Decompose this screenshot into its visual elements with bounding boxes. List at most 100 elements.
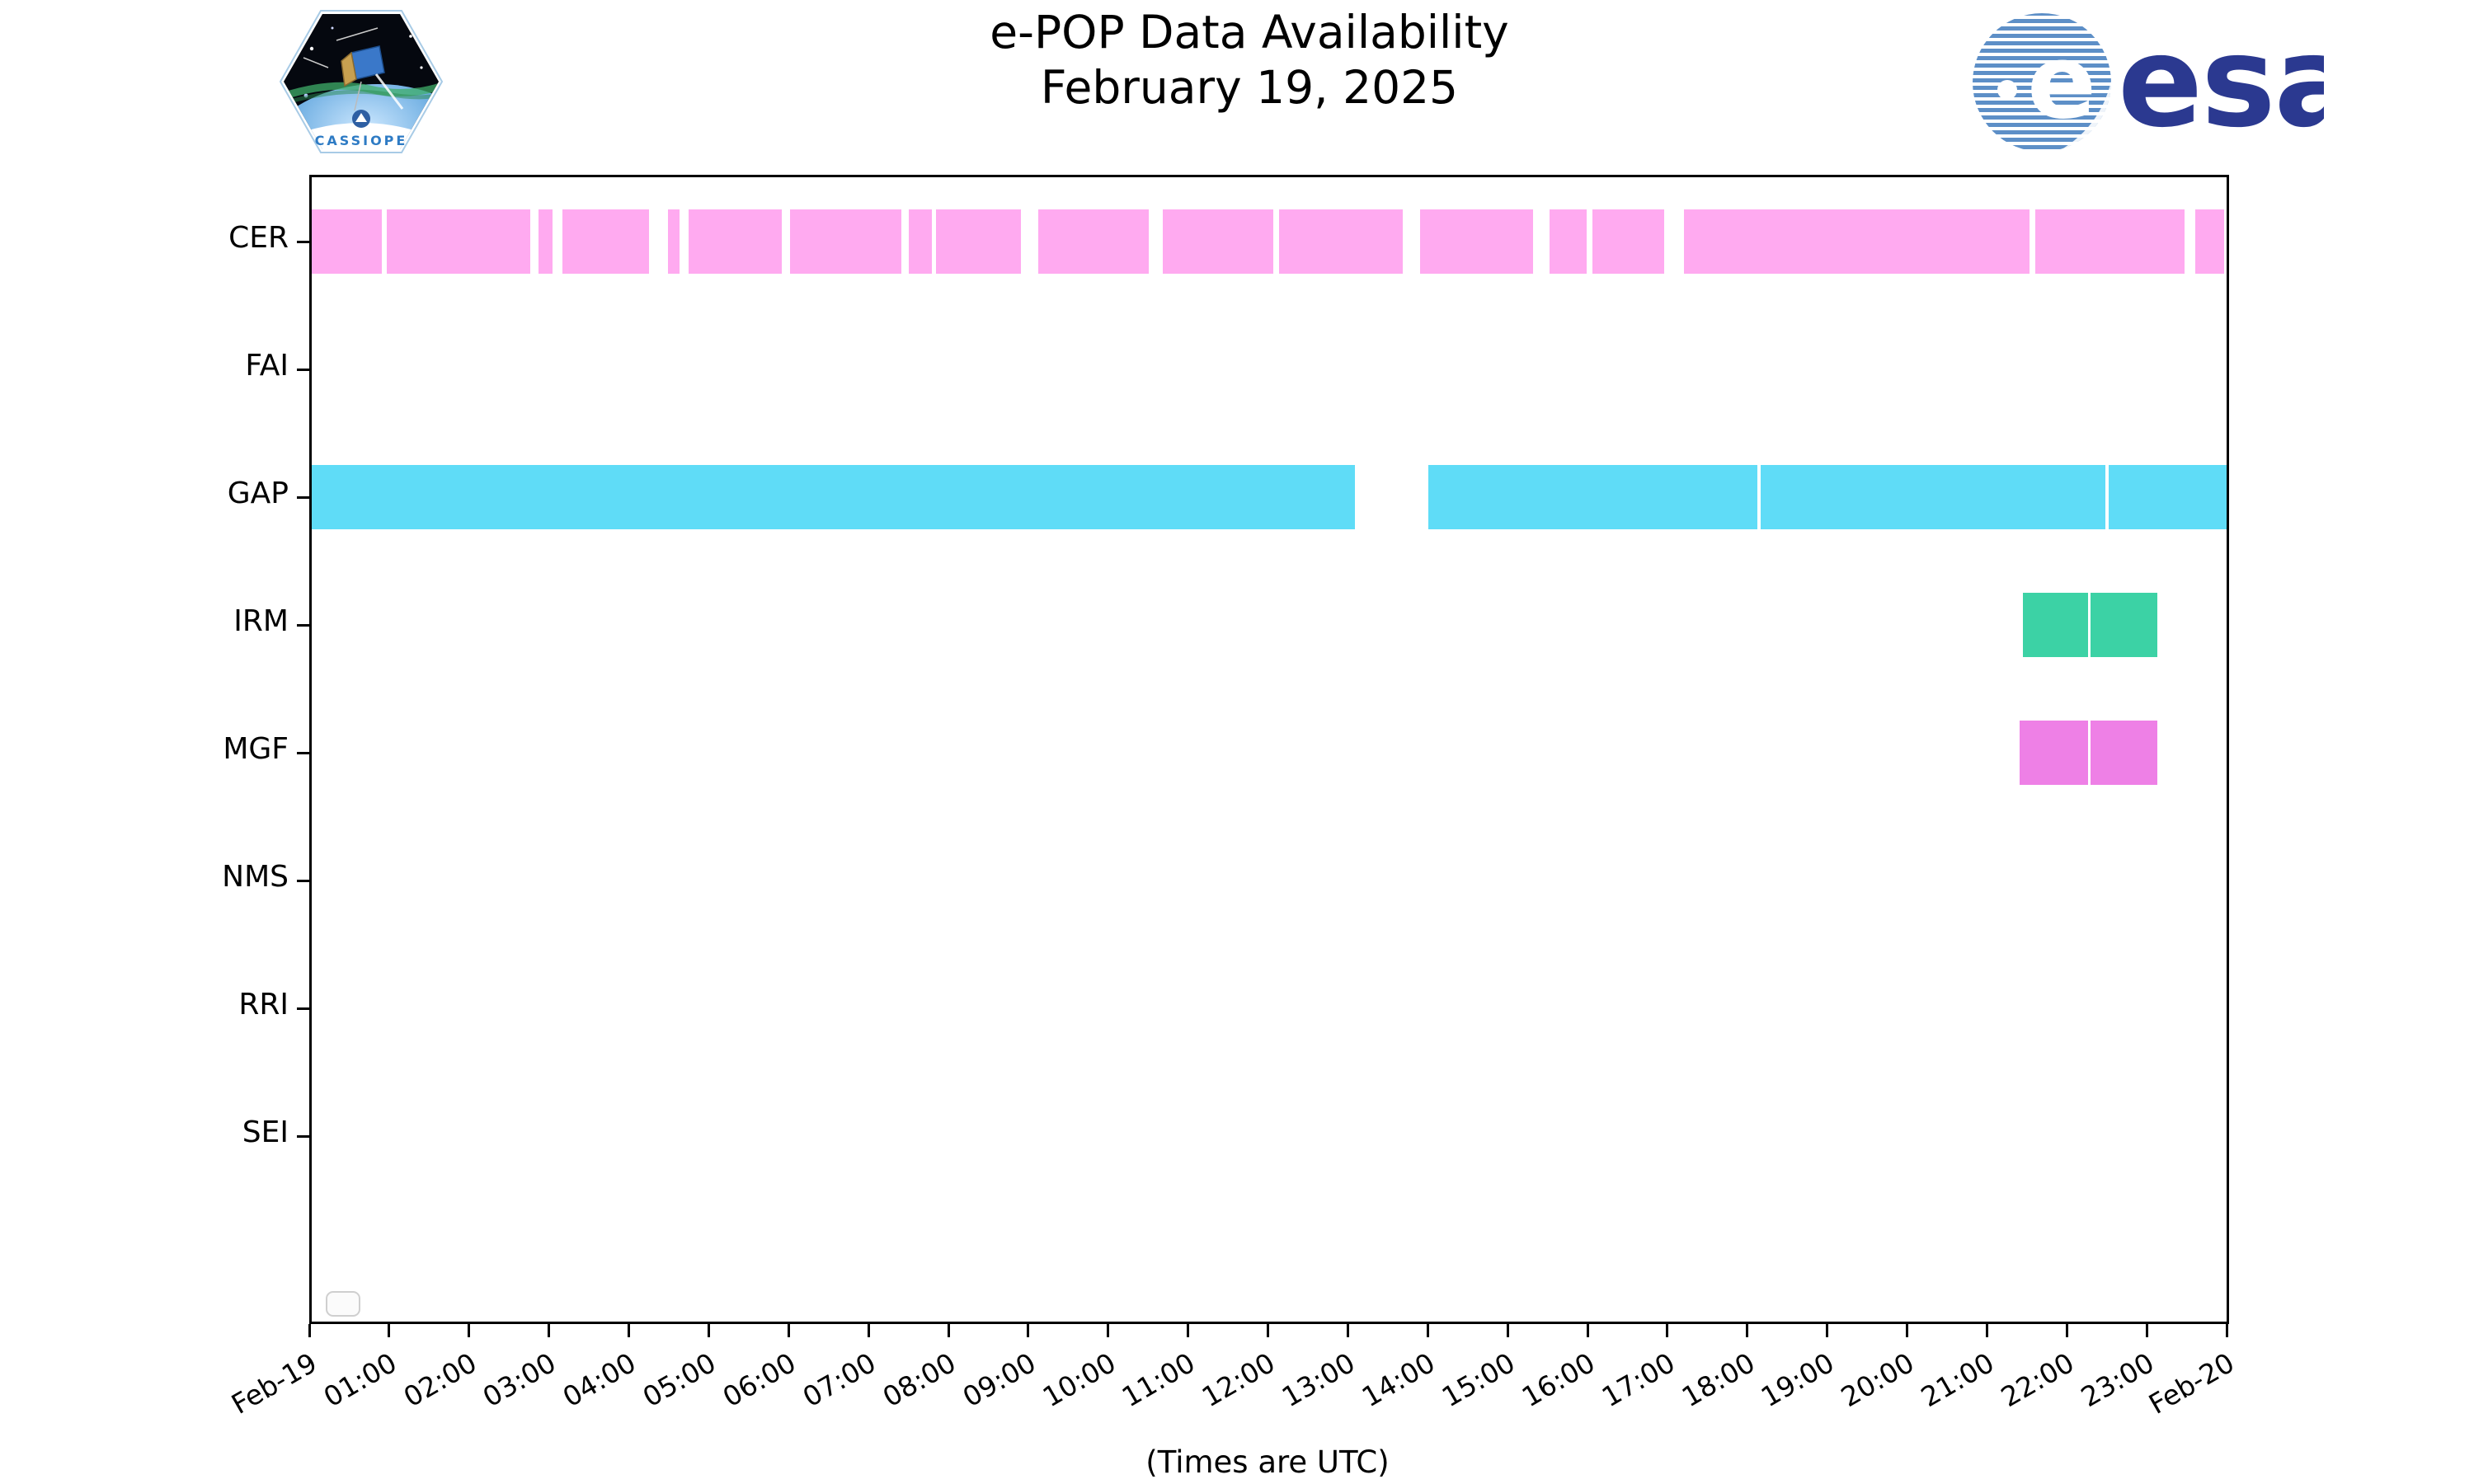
bar-segment-CER — [1549, 209, 1587, 274]
x-tick-13:00 — [1346, 1324, 1349, 1337]
x-tick-21:00 — [1985, 1324, 1988, 1337]
bar-segment-CER — [1279, 209, 1404, 274]
x-tick-20:00 — [1906, 1324, 1908, 1337]
y-tick-GAP — [297, 495, 309, 499]
bar-segment-CER — [1419, 209, 1534, 274]
cassiope-patch-graphic: CASSIOPE — [279, 10, 444, 153]
x-axis-label-02:00: 02:00 — [397, 1346, 482, 1414]
x-axis-label-18:00: 18:00 — [1676, 1346, 1761, 1414]
chart-subtitle: February 19, 2025 — [1040, 61, 1459, 115]
x-axis-label-16:00: 16:00 — [1516, 1346, 1601, 1414]
bar-segment-CER — [668, 209, 680, 274]
x-axis-label-Feb-19: Feb-19 — [225, 1346, 322, 1421]
x-tick-17:00 — [1666, 1324, 1669, 1337]
empty-legend-box — [326, 1291, 360, 1317]
y-tick-IRM — [297, 623, 309, 627]
x-tick-18:00 — [1746, 1324, 1749, 1337]
y-axis-label-NMS: NMS — [222, 860, 289, 894]
x-tick-19:00 — [1826, 1324, 1829, 1337]
esa-ball-dot — [1997, 80, 2017, 100]
chart-title-block: e-POP Data Availability February 19, 202… — [990, 5, 1508, 115]
x-axis-label-08:00: 08:00 — [877, 1346, 962, 1414]
x-tick-Feb-19 — [308, 1324, 311, 1337]
x-tick-15:00 — [1506, 1324, 1509, 1337]
x-tick-Feb-20 — [2225, 1324, 2228, 1337]
bar-segment-CER — [790, 209, 901, 274]
y-axis-label-MGF: MGF — [223, 732, 289, 766]
x-tick-02:00 — [468, 1324, 471, 1337]
y-axis-label-CER: CER — [228, 221, 289, 255]
bar-segment-IRM — [2023, 593, 2089, 657]
x-axis-label-04:00: 04:00 — [557, 1346, 642, 1414]
bar-segment-CER — [935, 209, 1022, 274]
x-axis-label-05:00: 05:00 — [637, 1346, 722, 1414]
x-tick-10:00 — [1107, 1324, 1110, 1337]
bar-segment-CER — [2034, 209, 2185, 274]
bar-segment-CER — [387, 209, 531, 274]
x-tick-22:00 — [2065, 1324, 2068, 1337]
y-tick-FAI — [297, 368, 309, 371]
bar-segment-GAP — [309, 465, 1356, 529]
bar-segment-CER — [908, 209, 932, 274]
y-tick-SEI — [297, 1134, 309, 1138]
x-axis-label-06:00: 06:00 — [717, 1346, 802, 1414]
x-axis-label-14:00: 14:00 — [1356, 1346, 1441, 1414]
bar-segment-CER — [539, 209, 553, 274]
x-axis-label-21:00: 21:00 — [1916, 1346, 2000, 1414]
x-tick-06:00 — [787, 1324, 790, 1337]
x-axis-label-17:00: 17:00 — [1596, 1346, 1681, 1414]
x-axis-label-Feb-20: Feb-20 — [2142, 1346, 2240, 1421]
x-axis-label-22:00: 22:00 — [1995, 1346, 2080, 1414]
patch-aurora — [284, 78, 439, 105]
y-tick-CER — [297, 240, 309, 243]
bar-segment-CER — [1592, 209, 1664, 274]
y-tick-MGF — [297, 751, 309, 754]
x-axis-caption: (Times are UTC) — [1145, 1444, 1390, 1480]
bar-segment-MGF — [2020, 721, 2089, 785]
bar-segment-GAP — [2108, 465, 2227, 529]
x-axis-label-03:00: 03:00 — [477, 1346, 562, 1414]
x-axis-label-09:00: 09:00 — [957, 1346, 1042, 1414]
x-axis-label-13:00: 13:00 — [1277, 1346, 1361, 1414]
y-axis-label-FAI: FAI — [245, 349, 289, 383]
bar-segment-CER — [2195, 209, 2225, 274]
y-tick-NMS — [297, 879, 309, 882]
bar-segment-CER — [1037, 209, 1150, 274]
x-axis-label-23:00: 23:00 — [2075, 1346, 2160, 1414]
x-tick-04:00 — [628, 1324, 630, 1337]
cassiope-mission-patch: CASSIOPE — [279, 3, 444, 160]
esa-wordmark: esa — [2118, 10, 2324, 155]
x-tick-23:00 — [2145, 1324, 2148, 1337]
x-tick-05:00 — [707, 1324, 710, 1337]
bar-segment-CER — [562, 209, 649, 274]
x-tick-01:00 — [388, 1324, 391, 1337]
x-axis-label-11:00: 11:00 — [1117, 1346, 1202, 1414]
esa-logo: e esa — [1969, 9, 2359, 158]
x-axis-label-15:00: 15:00 — [1436, 1346, 1521, 1414]
chart-title: e-POP Data Availability — [990, 6, 1509, 59]
bar-segment-MGF — [2091, 721, 2157, 785]
patch-bottom-band — [289, 123, 434, 149]
x-tick-16:00 — [1586, 1324, 1589, 1337]
bar-segment-CER — [689, 209, 782, 274]
patch-satellite — [303, 27, 404, 111]
x-tick-12:00 — [1267, 1324, 1269, 1337]
x-tick-11:00 — [1187, 1324, 1190, 1337]
y-axis-label-GAP: GAP — [227, 477, 289, 510]
plot-border — [309, 175, 2229, 1324]
x-tick-09:00 — [1027, 1324, 1030, 1337]
bar-segment-IRM — [2091, 593, 2157, 657]
esa-logo-graphic: e esa — [1973, 9, 2359, 155]
bar-segment-GAP — [1761, 465, 2105, 529]
x-axis-label-12:00: 12:00 — [1197, 1346, 1281, 1414]
x-tick-14:00 — [1426, 1324, 1429, 1337]
y-axis-label-SEI: SEI — [242, 1115, 289, 1149]
bar-segment-CER — [1684, 209, 2030, 274]
bar-segment-CER — [1162, 209, 1274, 274]
y-axis-label-RRI: RRI — [238, 988, 289, 1021]
esa-ball-letter: e — [2027, 23, 2096, 142]
x-axis-label-07:00: 07:00 — [797, 1346, 882, 1414]
cassiope-patch-label: CASSIOPE — [315, 133, 408, 148]
x-tick-07:00 — [867, 1324, 870, 1337]
